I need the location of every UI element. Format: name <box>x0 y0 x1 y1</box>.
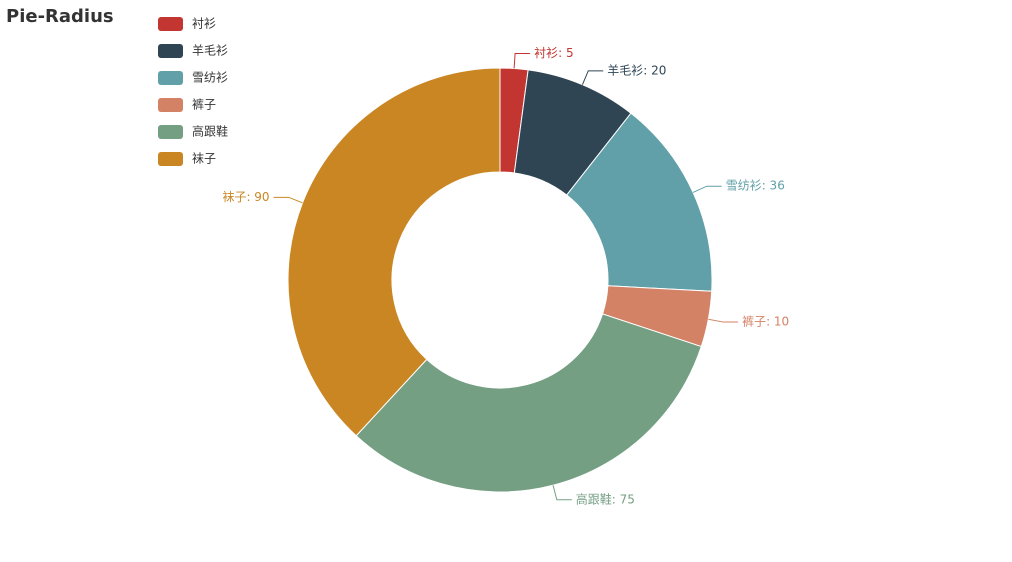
legend-swatch <box>158 98 183 112</box>
label-line <box>692 185 722 193</box>
legend-label: 羊毛衫 <box>192 43 228 58</box>
label-line <box>708 318 739 323</box>
label-line <box>273 196 303 204</box>
label-line <box>513 53 531 69</box>
legend-label: 袜子 <box>192 152 216 166</box>
data-label: 羊毛衫: 20 <box>607 62 666 77</box>
data-label: 高跟鞋: 75 <box>576 491 635 506</box>
pie-slice <box>287 67 501 437</box>
legend-swatch <box>158 71 183 85</box>
legend-swatch <box>158 44 183 58</box>
data-label: 雪纺衫: 36 <box>726 179 785 193</box>
legend-swatch <box>158 17 183 31</box>
label-line <box>552 485 572 501</box>
legend-label: 衬衫 <box>192 17 216 31</box>
data-label: 袜子: 90 <box>222 190 269 204</box>
pie-slice <box>355 313 702 493</box>
data-label: 裤子: 10 <box>742 315 789 329</box>
data-label: 衬衫: 5 <box>534 46 574 60</box>
legend-label: 雪纺衫 <box>192 71 228 85</box>
legend-swatch <box>158 125 183 139</box>
chart-title: Pie-Radius <box>6 6 114 27</box>
pie-slice <box>565 112 713 292</box>
legend-swatch <box>158 152 183 166</box>
legend-label: 裤子 <box>192 98 216 112</box>
legend-label: 高跟鞋 <box>192 124 228 139</box>
label-line <box>581 70 604 85</box>
